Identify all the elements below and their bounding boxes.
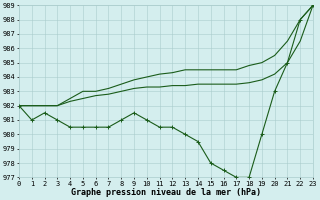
X-axis label: Graphe pression niveau de la mer (hPa): Graphe pression niveau de la mer (hPa): [71, 188, 261, 197]
